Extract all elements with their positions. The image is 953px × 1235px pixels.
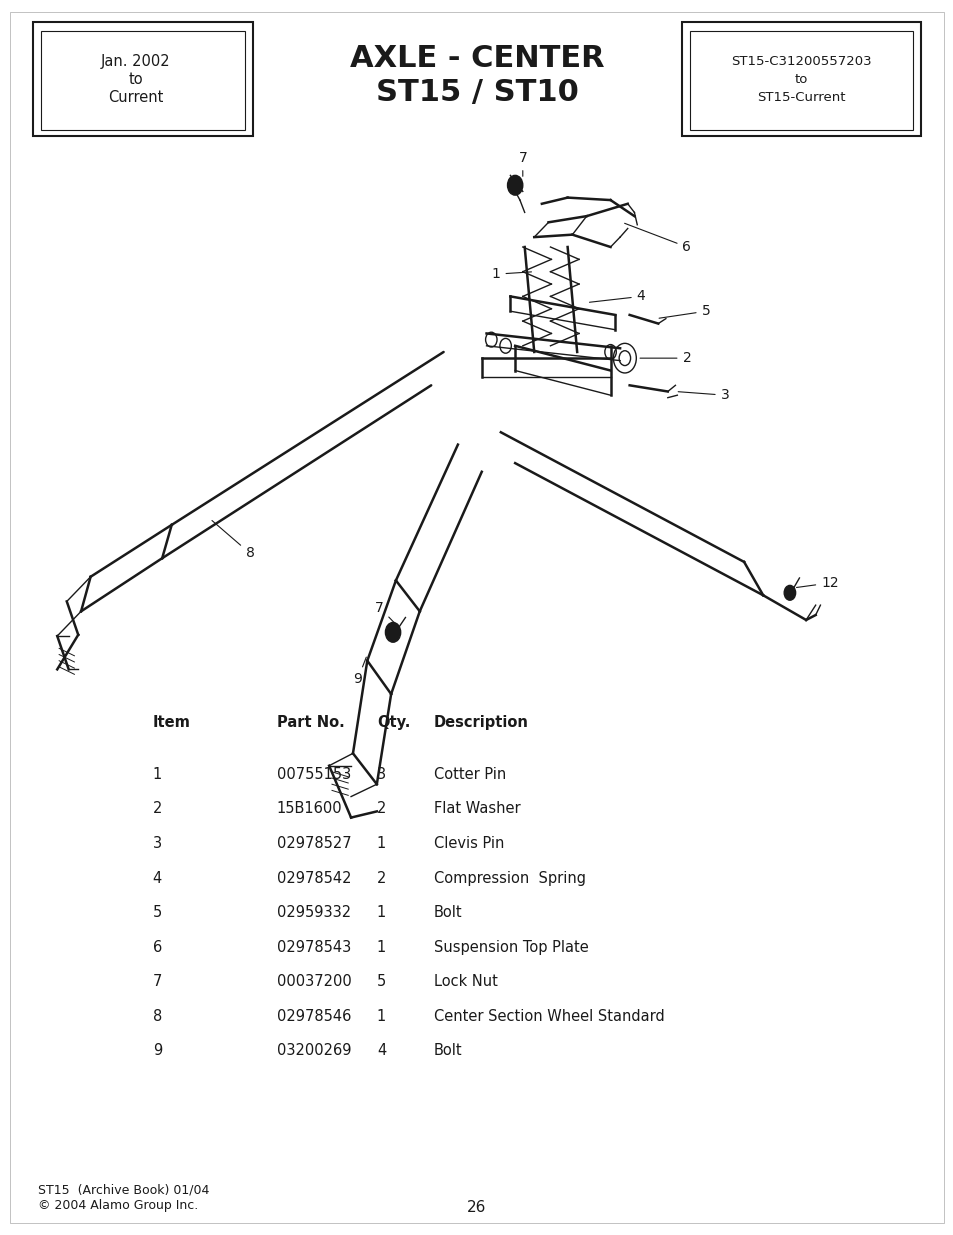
Text: Qty.: Qty. (376, 715, 410, 730)
Text: 1: 1 (152, 767, 162, 782)
Text: 2: 2 (152, 802, 162, 816)
Text: 02959332: 02959332 (276, 905, 351, 920)
Text: Cotter Pin: Cotter Pin (434, 767, 506, 782)
Text: AXLE - CENTER: AXLE - CENTER (350, 43, 603, 73)
Text: Clevis Pin: Clevis Pin (434, 836, 504, 851)
Text: 6: 6 (624, 224, 691, 254)
Text: Part No.: Part No. (276, 715, 344, 730)
Text: Description: Description (434, 715, 528, 730)
Text: Jan. 2002: Jan. 2002 (101, 54, 170, 69)
Text: Bolt: Bolt (434, 905, 462, 920)
Text: ST15 / ST10: ST15 / ST10 (375, 78, 578, 107)
Text: Bolt: Bolt (434, 1044, 462, 1058)
Text: 8: 8 (152, 1009, 162, 1024)
Text: 2: 2 (639, 351, 691, 366)
Text: 02978527: 02978527 (276, 836, 351, 851)
FancyBboxPatch shape (33, 22, 253, 136)
Circle shape (507, 175, 522, 195)
Text: 5: 5 (152, 905, 162, 920)
Text: Current: Current (108, 90, 163, 105)
Text: 02978543: 02978543 (276, 940, 351, 955)
Text: 5: 5 (659, 304, 710, 319)
Text: 00037200: 00037200 (276, 974, 351, 989)
Text: 15B1600: 15B1600 (276, 802, 342, 816)
Text: ST15-Current: ST15-Current (757, 91, 844, 104)
Text: 02978542: 02978542 (276, 871, 351, 885)
Text: 1: 1 (491, 267, 531, 282)
Text: Item: Item (152, 715, 191, 730)
Text: 1: 1 (376, 940, 386, 955)
Circle shape (783, 585, 795, 600)
Text: 1: 1 (376, 836, 386, 851)
FancyBboxPatch shape (681, 22, 920, 136)
Text: ST15  (Archive Book) 01/04
© 2004 Alamo Group Inc.: ST15 (Archive Book) 01/04 © 2004 Alamo G… (38, 1184, 210, 1212)
Text: 4: 4 (152, 871, 162, 885)
Text: to: to (128, 72, 143, 86)
Text: 6: 6 (152, 940, 162, 955)
Text: 4: 4 (376, 1044, 386, 1058)
Text: 9: 9 (353, 657, 366, 687)
Text: 7: 7 (152, 974, 162, 989)
Text: Suspension Top Plate: Suspension Top Plate (434, 940, 588, 955)
Text: 1: 1 (376, 905, 386, 920)
Text: Center Section Wheel Standard: Center Section Wheel Standard (434, 1009, 664, 1024)
Text: 02978546: 02978546 (276, 1009, 351, 1024)
Text: 3: 3 (678, 388, 729, 403)
Text: 3: 3 (152, 836, 162, 851)
Text: 26: 26 (467, 1200, 486, 1215)
Text: 12: 12 (796, 576, 838, 590)
Text: 7: 7 (517, 151, 527, 177)
Text: ST15-C31200557203: ST15-C31200557203 (730, 56, 871, 68)
Text: Lock Nut: Lock Nut (434, 974, 497, 989)
Text: 8: 8 (212, 520, 254, 561)
Text: 3: 3 (376, 767, 386, 782)
Text: to: to (794, 73, 807, 85)
Text: 1: 1 (376, 1009, 386, 1024)
Text: Flat Washer: Flat Washer (434, 802, 520, 816)
Text: 5: 5 (376, 974, 386, 989)
Text: Compression  Spring: Compression Spring (434, 871, 585, 885)
Text: 00755153: 00755153 (276, 767, 351, 782)
Text: 2: 2 (376, 802, 386, 816)
Text: 9: 9 (152, 1044, 162, 1058)
Text: 4: 4 (589, 289, 645, 304)
Circle shape (385, 622, 400, 642)
Text: 7: 7 (375, 600, 396, 625)
Text: 2: 2 (376, 871, 386, 885)
Text: 03200269: 03200269 (276, 1044, 351, 1058)
